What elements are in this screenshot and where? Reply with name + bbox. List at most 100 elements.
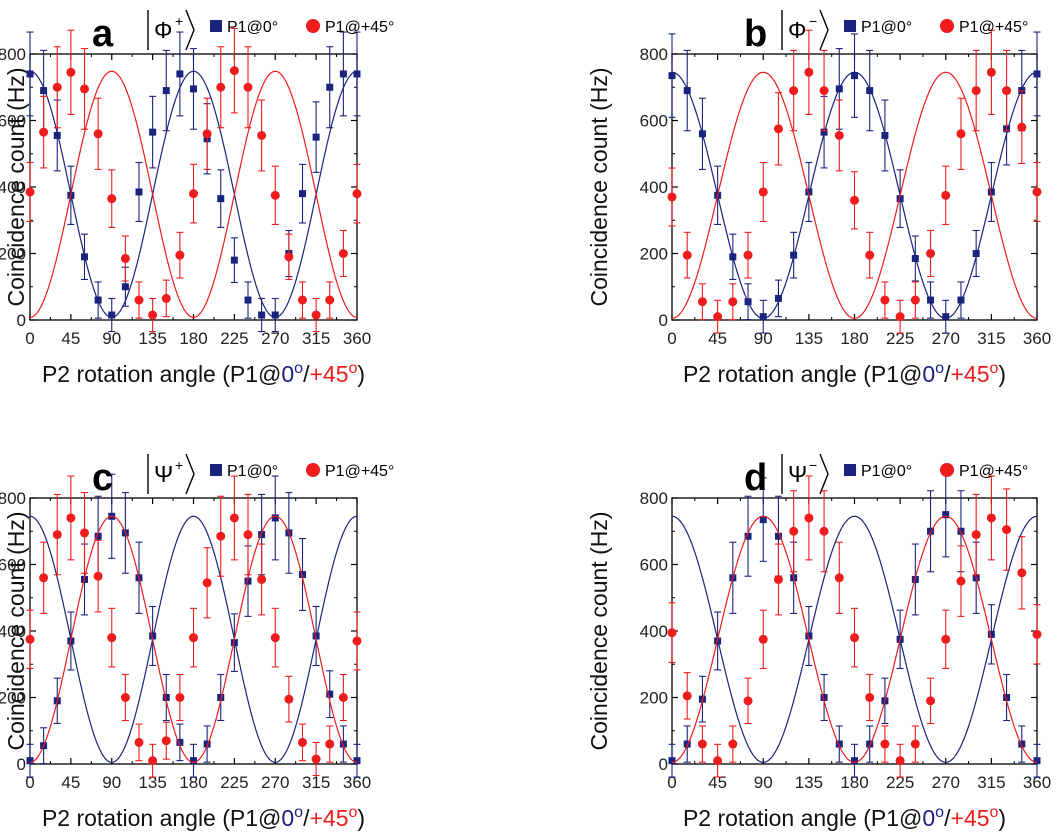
data-point-circle <box>758 634 768 644</box>
y-tick-label: 800 <box>0 45 26 64</box>
x-axis-label-second: +45 <box>950 805 989 831</box>
data-point-circle <box>773 124 783 134</box>
state-symbol: Ψ <box>154 461 173 487</box>
state-sign: + <box>175 457 183 473</box>
data-point-circle <box>895 756 905 766</box>
legend-label-p1-0deg: P1@0° <box>227 19 278 36</box>
data-point-square <box>312 133 320 141</box>
y-axis-label: Coincidence count (Hz) <box>586 511 612 750</box>
data-point-square <box>258 531 266 539</box>
data-point-square <box>1018 740 1026 748</box>
data-point-square <box>744 298 752 306</box>
data-point-circle <box>66 513 76 523</box>
data-point-square <box>851 72 858 80</box>
data-point-square <box>805 188 813 196</box>
data-point-circle <box>819 86 829 96</box>
state-symbol: Ψ <box>788 461 807 487</box>
legend-label-p1-0deg: P1@0° <box>861 463 912 480</box>
x-tick-label: 0 <box>667 329 676 348</box>
data-point-square <box>230 256 238 264</box>
legend-square-icon <box>210 464 222 476</box>
data-point-circle <box>986 67 996 77</box>
legend-label-p1-0deg: P1@0° <box>227 463 278 480</box>
x-tick-label: 0 <box>25 773 34 792</box>
data-point-circle <box>895 312 905 322</box>
legend-label-p1-45deg: P1@+45° <box>325 19 394 36</box>
data-point-square <box>121 283 129 291</box>
data-point-circle <box>161 293 171 303</box>
data-point-square <box>866 87 874 95</box>
data-point-circle <box>971 530 981 540</box>
x-axis-label-suffix: ) <box>998 361 1006 387</box>
y-tick-label: 200 <box>0 245 26 264</box>
data-point-square <box>149 632 157 640</box>
data-point-circle <box>284 694 294 704</box>
data-point-circle <box>697 297 707 307</box>
x-tick-label: 90 <box>754 329 773 348</box>
x-tick-label: 180 <box>179 329 207 348</box>
legend-square-icon <box>844 464 856 476</box>
y-axis-label: Coincidence count (Hz) <box>586 67 612 306</box>
state-symbol: Φ <box>788 17 806 43</box>
data-point-circle <box>1002 525 1012 535</box>
x-tick-label: 180 <box>840 329 868 348</box>
panel-label: a <box>92 13 114 55</box>
data-point-square <box>217 195 225 203</box>
data-point-circle <box>956 576 966 586</box>
data-point-circle <box>865 250 875 260</box>
data-point-square <box>162 694 170 701</box>
x-axis-label-first: 0 <box>922 361 935 387</box>
x-tick-label: 135 <box>138 329 166 348</box>
data-point-square <box>774 532 782 540</box>
data-point-circle <box>926 696 936 706</box>
data-point-circle <box>880 295 890 305</box>
data-point-square <box>1033 70 1041 78</box>
panel-label: c <box>92 457 113 499</box>
data-point-circle <box>819 526 829 536</box>
x-tick-label: 315 <box>977 773 1005 792</box>
data-point-circle <box>229 66 239 76</box>
data-point-circle <box>728 297 738 307</box>
fit-curve-p1-0deg <box>30 515 357 763</box>
y-tick-label: 200 <box>640 245 668 264</box>
y-tick-label: 0 <box>659 755 668 774</box>
data-point-circle <box>941 634 951 644</box>
y-tick-label: 800 <box>640 489 668 508</box>
data-point-circle <box>120 253 130 263</box>
x-axis-label-first: 0 <box>922 805 935 831</box>
x-axis-label-sep: / <box>303 805 310 831</box>
data-point-circle <box>986 513 996 523</box>
x-tick-label: 360 <box>343 773 371 792</box>
panel-c: 0 45 90 135 180 225 270 315 360 0 200 400 600 800 Coin… <box>0 453 394 831</box>
y-tick-label: 600 <box>640 556 668 575</box>
data-point-square <box>851 757 858 765</box>
y-tick-label: 400 <box>0 622 26 641</box>
x-axis-label-degree: o <box>294 360 303 377</box>
data-point-square <box>339 740 347 748</box>
data-point-square <box>759 313 767 321</box>
state-symbol: Φ <box>154 17 172 43</box>
data-point-square <box>957 296 965 304</box>
data-point-square <box>190 85 197 93</box>
data-point-square <box>668 72 676 80</box>
x-tick-label: 0 <box>667 773 676 792</box>
data-point-circle <box>216 531 226 541</box>
x-tick-label: 270 <box>932 329 960 348</box>
data-point-square <box>162 87 170 95</box>
fit-curve-p1-0deg <box>672 515 1037 763</box>
data-point-circle <box>941 190 951 200</box>
data-point-circle <box>1032 629 1042 639</box>
data-point-square <box>683 740 691 748</box>
data-point-circle <box>284 252 294 262</box>
legend-circle-icon <box>306 19 320 33</box>
data-point-square <box>866 740 874 748</box>
data-point-square <box>805 632 813 640</box>
x-tick-label: 90 <box>102 773 121 792</box>
data-point-circle <box>926 249 936 258</box>
data-point-circle <box>202 129 212 139</box>
data-point-square <box>835 85 843 93</box>
x-axis-label-second: +45 <box>309 361 348 387</box>
y-tick-label: 600 <box>0 112 26 131</box>
y-axis-label: Coincidence count (Hz) <box>3 511 29 750</box>
